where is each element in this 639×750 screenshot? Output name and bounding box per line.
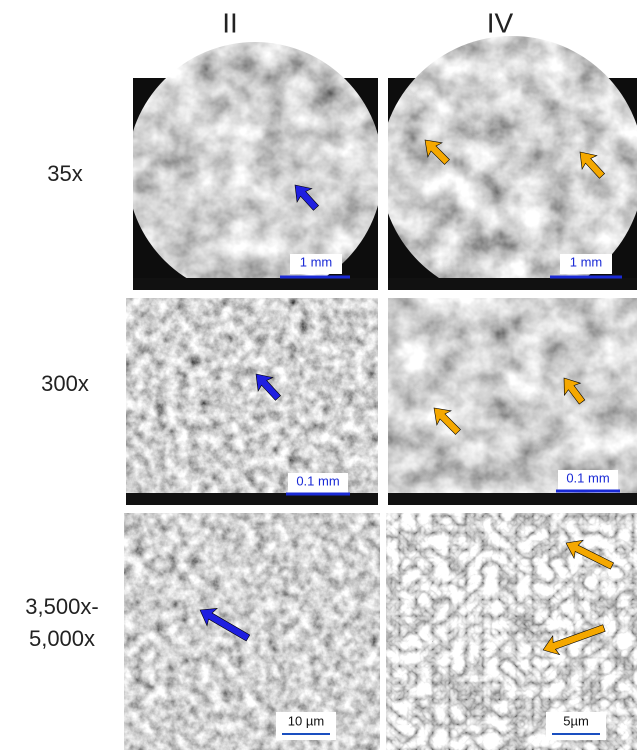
page: II IV 35x 300x 3,500x- 5,000x 1 mm 1 mm … [0,0,639,750]
row-label: 5,000x [29,626,95,651]
scale-bar: 1 mm [280,254,350,277]
scale-bar: 0.1 mm [286,473,350,494]
info-bar [133,278,378,290]
sem-image [124,513,380,750]
sem-texture [133,40,378,290]
column-header: II [222,7,238,38]
scale-label: 5µm [563,713,589,728]
row-label: 35x [47,161,82,186]
scale-label: 1 mm [570,254,603,269]
row-label: 300x [41,371,89,396]
scale-bar: 0.1 mm [556,470,620,491]
sem-texture [388,36,637,290]
column-header: IV [487,7,514,38]
scale-bar: 10 µm [276,712,336,740]
figure: II IV 35x 300x 3,500x- 5,000x 1 mm 1 mm … [0,0,639,750]
info-bar [388,278,637,290]
scale-bar: 5µm [546,712,606,740]
info-bar [388,493,637,505]
scale-label: 10 µm [288,713,324,728]
row-label: 3,500x- [25,594,98,619]
scale-label: 1 mm [300,254,333,269]
scale-label: 0.1 mm [296,473,339,488]
scale-bar: 1 mm [550,254,622,277]
scale-label: 0.1 mm [566,470,609,485]
